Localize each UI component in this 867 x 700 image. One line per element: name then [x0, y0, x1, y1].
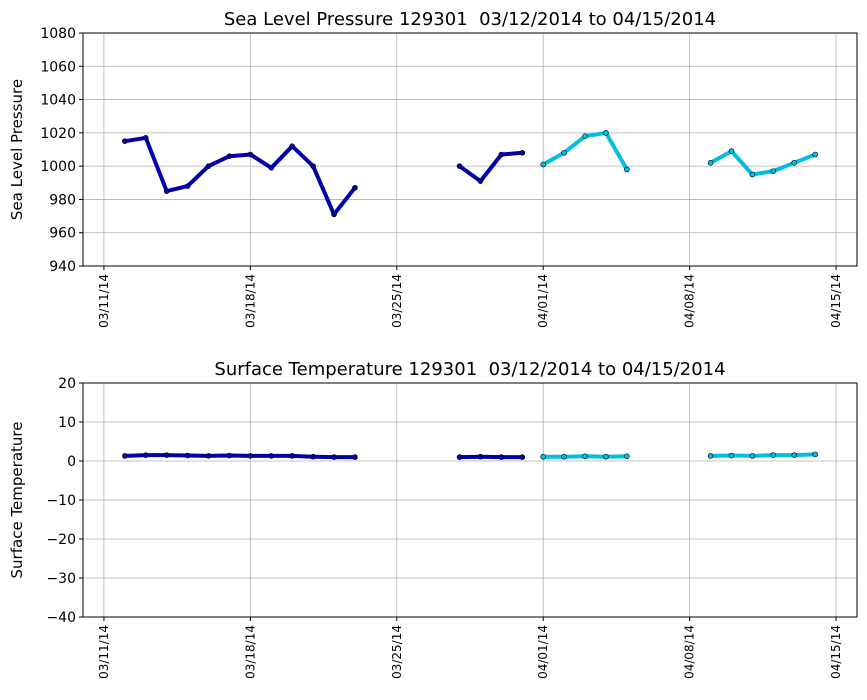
data-point [477, 453, 484, 460]
data-point [477, 178, 484, 184]
data-point [749, 171, 756, 178]
x-tick-label: 04/15/14 [829, 274, 843, 328]
data-point [519, 150, 526, 156]
data-point [582, 453, 588, 460]
data-point [707, 160, 714, 166]
data-point [603, 130, 609, 136]
data-point [498, 454, 505, 460]
data-point [540, 453, 547, 460]
plot-frame [82, 382, 858, 618]
data-point [205, 453, 212, 459]
y-tick-label: −10 [46, 493, 76, 509]
data-point [498, 151, 505, 158]
data-point [310, 163, 316, 169]
data-point [268, 453, 275, 459]
data-point [142, 135, 149, 141]
data-point [770, 452, 777, 458]
data-point [352, 184, 358, 191]
y-tick-label: 940 [49, 259, 76, 275]
x-tick-label: 03/25/14 [390, 274, 404, 328]
data-point [163, 452, 170, 458]
y-tick-label: 960 [49, 226, 76, 242]
y-tick-label: 1020 [40, 126, 76, 142]
x-tick-label: 03/18/14 [243, 625, 257, 679]
series-line [541, 130, 818, 177]
data-point [561, 150, 567, 156]
data-point [247, 151, 254, 158]
data-point [226, 153, 233, 159]
y-tick-label: 20 [58, 376, 76, 392]
data-point [791, 160, 798, 166]
data-point [289, 143, 295, 149]
data-point [331, 454, 337, 460]
y-tick-label: 1060 [40, 59, 76, 75]
data-point [247, 453, 254, 459]
data-point [352, 454, 358, 460]
data-point [770, 168, 777, 174]
data-point [331, 211, 337, 218]
y-tick-label: 10 [58, 415, 76, 431]
data-point [163, 188, 170, 194]
data-point [561, 453, 567, 460]
x-tick-label: 04/08/14 [683, 274, 697, 328]
y-tick-label: 1000 [40, 159, 76, 175]
data-point [142, 452, 149, 458]
y-tick-label: −40 [46, 610, 76, 626]
data-point [184, 452, 191, 459]
chart-title: Surface Temperature 129301 03/12/2014 to… [214, 359, 725, 380]
y-tick-label: −20 [46, 532, 76, 548]
data-point [728, 452, 735, 459]
x-tick-label: 03/11/14 [97, 625, 111, 679]
y-tick-label: 980 [49, 192, 76, 208]
x-tick-label: 04/15/14 [829, 625, 843, 679]
y-axis-label: Surface Temperature [8, 422, 26, 579]
data-point [268, 165, 275, 171]
y-tick-label: 0 [67, 454, 76, 470]
y-tick-label: −30 [46, 571, 76, 587]
series-line [122, 135, 525, 217]
data-point [122, 138, 128, 144]
data-point [289, 453, 295, 459]
data-point [707, 453, 714, 459]
data-point [456, 454, 463, 460]
data-point [603, 453, 609, 460]
x-tick-label: 03/18/14 [243, 274, 257, 328]
x-tick-label: 04/01/14 [536, 274, 550, 328]
data-point [624, 453, 630, 460]
data-point [226, 452, 233, 459]
x-tick-label: 04/08/14 [683, 625, 697, 679]
data-point [205, 163, 212, 169]
series-line [122, 453, 525, 460]
data-point [122, 453, 128, 459]
data-point [728, 148, 735, 154]
data-point [624, 166, 630, 173]
y-tick-label: 1040 [40, 93, 76, 109]
data-point [812, 451, 818, 458]
data-point [184, 183, 191, 189]
chart-title: Sea Level Pressure 129301 03/12/2014 to … [224, 9, 716, 30]
data-point [310, 453, 316, 460]
data-point [749, 453, 756, 459]
data-point [582, 133, 588, 139]
data-point [791, 452, 798, 458]
x-tick-label: 03/25/14 [390, 625, 404, 679]
y-tick-label: 1080 [40, 26, 76, 42]
plot-frame [82, 32, 858, 267]
y-axis-label: Sea Level Pressure [8, 79, 26, 220]
data-point [540, 161, 547, 168]
x-tick-label: 03/11/14 [97, 274, 111, 328]
data-point [456, 163, 463, 169]
data-point [519, 454, 526, 460]
data-point [812, 151, 818, 158]
x-tick-label: 04/01/14 [536, 625, 550, 679]
